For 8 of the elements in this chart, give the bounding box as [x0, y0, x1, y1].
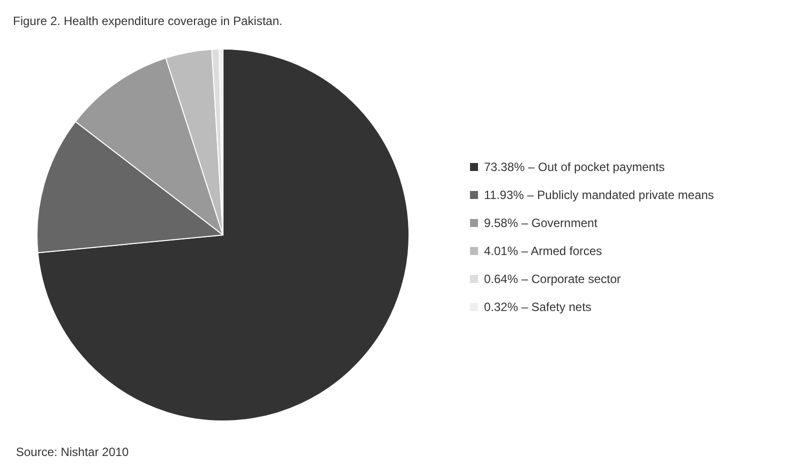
- legend-label: 4.01% – Armed forces: [484, 244, 602, 258]
- legend-label: 9.58% – Government: [484, 216, 598, 230]
- legend-label: 0.32% – Safety nets: [484, 300, 592, 314]
- legend-label: 0.64% – Corporate sector: [484, 272, 621, 286]
- source-note: Source: Nishtar 2010: [16, 445, 130, 459]
- legend-label: 11.93% – Publicly mandated private means: [484, 188, 714, 202]
- chart-title: Figure 2. Health expenditure coverage in Pakistan.: [13, 14, 282, 28]
- legend-label: 73.38% – Out of pocket payments: [484, 160, 665, 174]
